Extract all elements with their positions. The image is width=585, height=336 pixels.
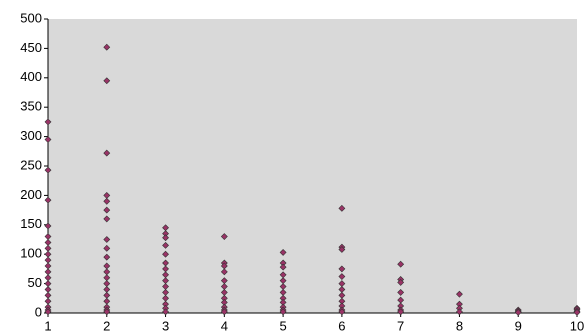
- x-tick-label: 10: [570, 318, 584, 333]
- y-tick-label: 0: [35, 304, 42, 319]
- point: [162, 250, 169, 258]
- point: [279, 308, 287, 316]
- point: [220, 268, 228, 276]
- x-tick-label: 5: [279, 318, 286, 333]
- plot-area: [48, 19, 577, 313]
- point: [44, 136, 52, 143]
- x-tick-label: 2: [103, 318, 110, 333]
- x-tick-label: 1: [44, 318, 51, 333]
- point: [338, 265, 346, 273]
- point: [338, 246, 346, 253]
- point: [573, 308, 581, 316]
- point: [44, 118, 52, 126]
- point: [103, 43, 111, 51]
- x-tick-label: 4: [221, 318, 228, 333]
- point: [103, 253, 111, 261]
- y-tick-label: 350: [20, 99, 42, 114]
- point: [338, 308, 346, 316]
- x-tick-label: 6: [338, 318, 345, 333]
- y-tick-label: 400: [20, 69, 42, 84]
- point: [162, 234, 169, 242]
- point: [162, 308, 169, 316]
- point: [456, 290, 463, 298]
- point: [338, 273, 346, 280]
- y-tick-label: 100: [20, 246, 42, 261]
- y-tick-label: 50: [28, 275, 42, 290]
- point: [220, 308, 228, 316]
- x-tick-label: 9: [515, 318, 522, 333]
- y-tick-label: 250: [20, 157, 42, 172]
- point: [44, 308, 52, 316]
- y-tick-label: 500: [20, 10, 42, 25]
- point: [279, 263, 287, 271]
- point: [162, 241, 169, 249]
- y-tick-label: 150: [20, 216, 42, 231]
- point: [397, 288, 405, 296]
- x-tick-label: 3: [162, 318, 169, 333]
- point: [220, 233, 228, 240]
- point: [103, 197, 111, 205]
- x-tick-label: 8: [456, 318, 463, 333]
- point: [397, 278, 405, 286]
- point: [103, 236, 111, 243]
- point: [103, 206, 111, 214]
- y-tick-label: 450: [20, 40, 42, 55]
- y-tick-label: 200: [20, 187, 42, 202]
- y-tick-label: 300: [20, 128, 42, 143]
- point: [44, 166, 52, 174]
- point: [103, 149, 111, 157]
- point: [397, 308, 405, 316]
- point: [397, 260, 405, 268]
- point: [456, 308, 463, 316]
- point: [103, 308, 111, 316]
- point: [44, 222, 52, 230]
- point: [44, 196, 52, 204]
- point: [103, 77, 111, 85]
- point: [103, 244, 111, 252]
- point: [514, 308, 522, 316]
- point: [103, 215, 111, 223]
- point: [338, 204, 346, 212]
- x-tick-label: 7: [397, 318, 404, 333]
- point: [279, 249, 287, 256]
